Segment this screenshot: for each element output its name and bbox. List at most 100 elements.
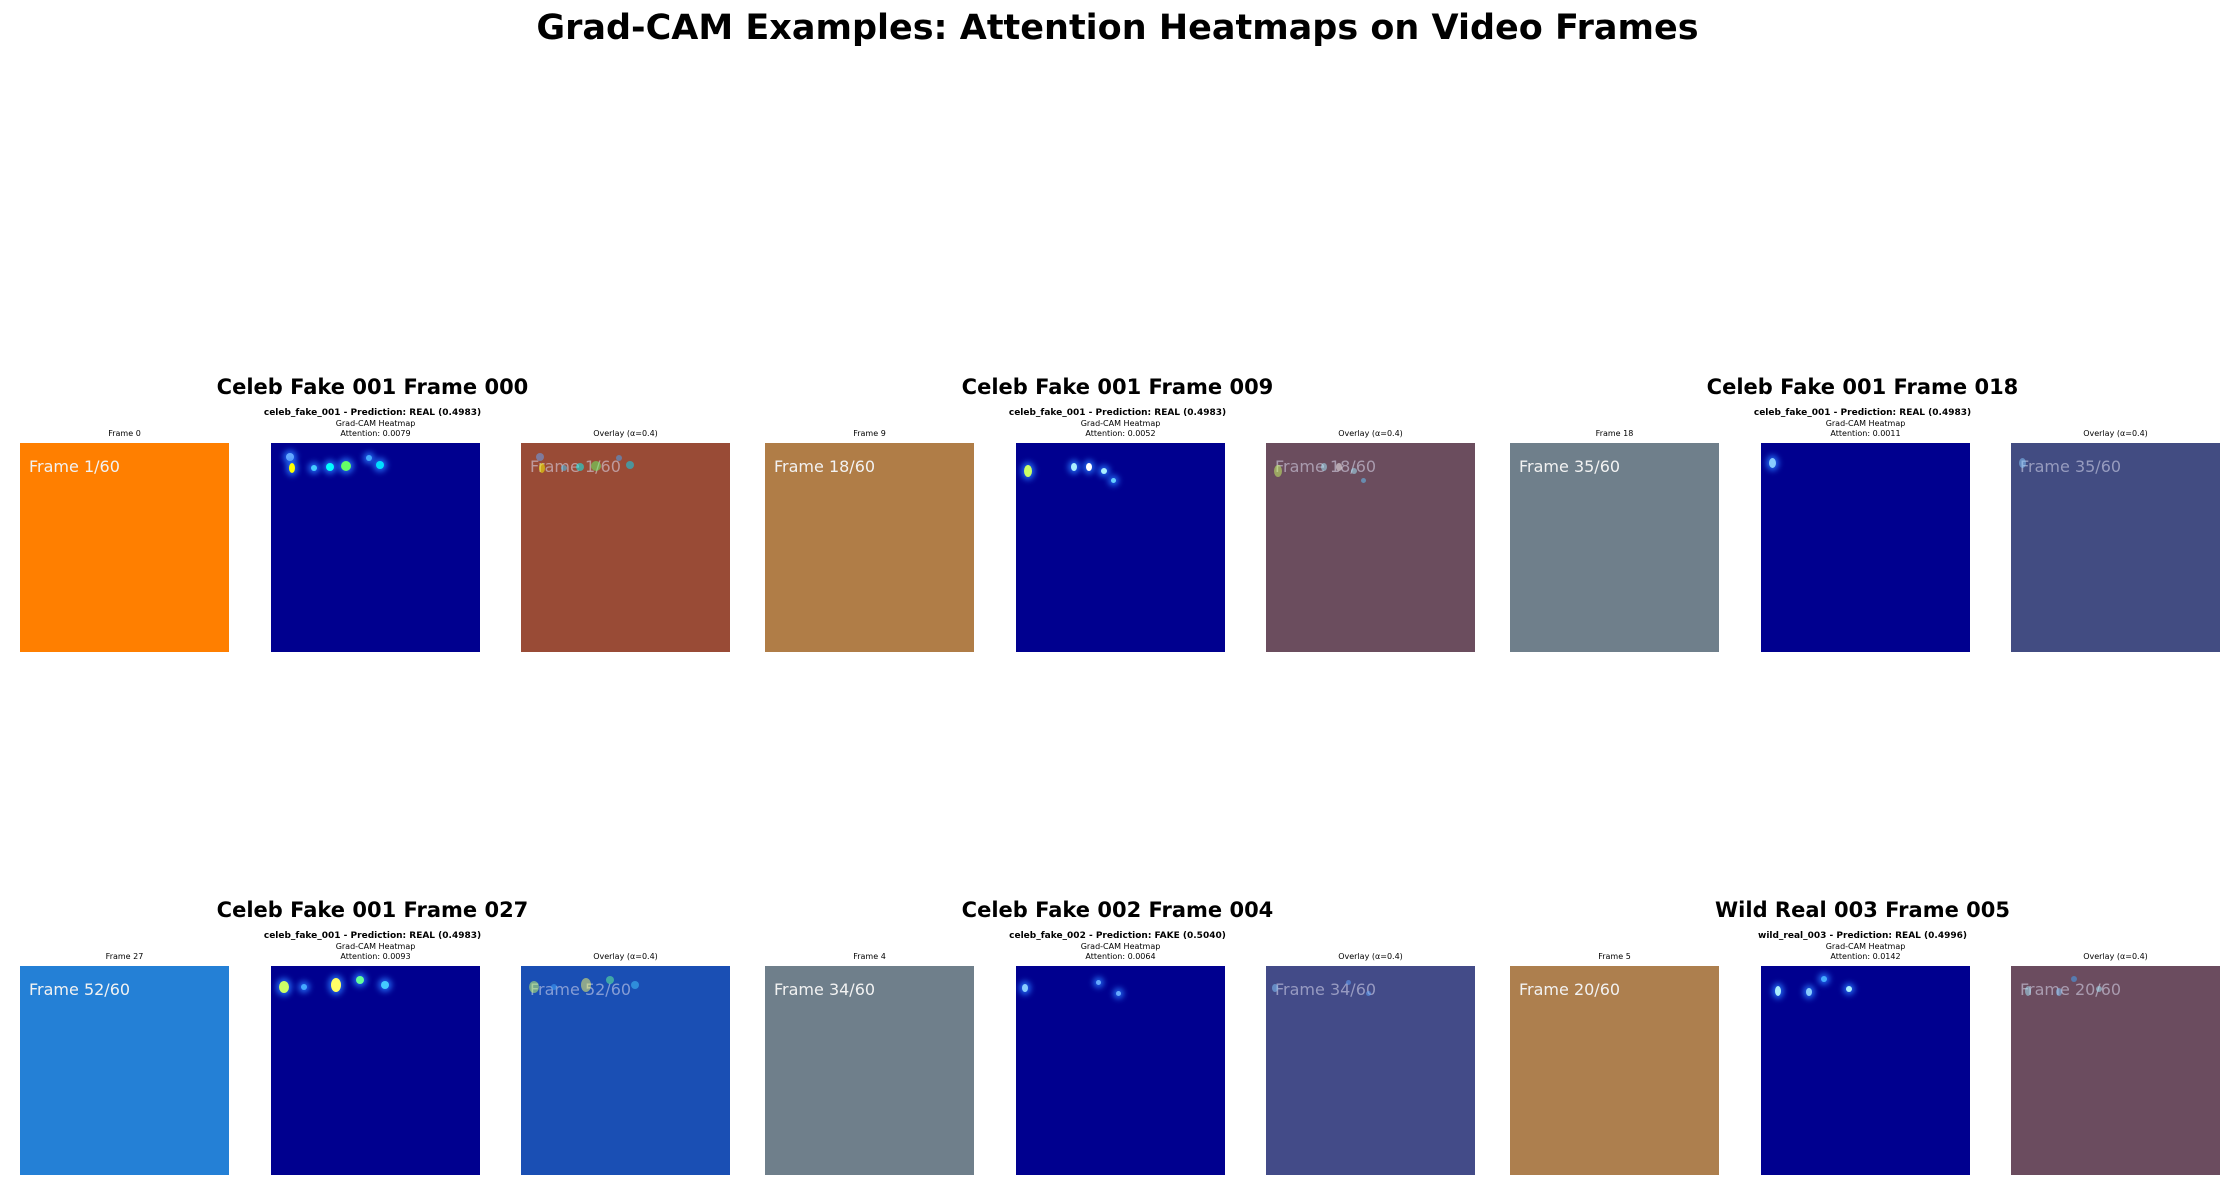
- overlay-label: Overlay (α=0.4): [593, 952, 658, 961]
- heat-spot: [381, 981, 389, 989]
- heat-spot: [331, 978, 341, 992]
- heat-spot: [1116, 991, 1121, 996]
- overlay-image: Frame 35/60: [2011, 443, 2220, 652]
- overlay-heat-spot: [2019, 458, 2026, 468]
- overlay-image: Frame 20/60: [2011, 966, 2220, 1175]
- frame-image: Frame 52/60: [20, 966, 229, 1175]
- heat-spot: [326, 463, 334, 471]
- prediction-label: wild_real_003 - Prediction: REAL (0.4996…: [1758, 931, 1967, 941]
- attention-value: Attention: 0.0142: [1830, 952, 1901, 961]
- overlay-heat-spot: [539, 463, 545, 473]
- overlay-frame-text: Frame 34/60: [1275, 980, 1377, 999]
- frame-label: Frame 9: [853, 429, 886, 438]
- heat-spot: [311, 465, 317, 471]
- overlay-label: Overlay (α=0.4): [2083, 952, 2148, 961]
- overlay-heat-spot: [631, 981, 639, 989]
- frame-image: Frame 1/60: [20, 443, 229, 652]
- overlay-heat-spot: [2056, 988, 2062, 996]
- panel-title: Celeb Fake 001 Frame 027: [216, 898, 529, 922]
- panel-title: Celeb Fake 001 Frame 000: [216, 375, 529, 399]
- gradcam-panel: Celeb Fake 002 Frame 004 celeb_fake_002 -…: [745, 898, 1490, 1175]
- prediction-label: celeb_fake_002 - Prediction: FAKE (0.504…: [1009, 931, 1226, 941]
- gradcam-panel: Celeb Fake 001 Frame 018 celeb_fake_001 -…: [1490, 375, 2235, 652]
- heat-spot: [341, 461, 351, 471]
- overlay-frame-text: Frame 20/60: [2020, 980, 2122, 999]
- heat-spot: [376, 461, 384, 469]
- panel-title: Celeb Fake 001 Frame 018: [1706, 375, 2019, 399]
- overlay-heat-spot: [1346, 980, 1351, 985]
- overlay-heat-spot: [1321, 463, 1327, 471]
- frame-counter-text: Frame 34/60: [774, 980, 876, 999]
- overlay-label: Overlay (α=0.4): [593, 429, 658, 438]
- panel-title: Celeb Fake 001 Frame 009: [961, 375, 1274, 399]
- heatmap-image: [1761, 966, 1970, 1175]
- frame-image: Frame 34/60: [765, 966, 974, 1175]
- heatmap-title: Grad-CAM Heatmap: [1825, 942, 1906, 951]
- prediction-label: celeb_fake_001 - Prediction: REAL (0.498…: [1008, 408, 1227, 418]
- attention-value: Attention: 0.0064: [1085, 952, 1156, 961]
- overlay-heat-spot: [1274, 465, 1282, 477]
- heatmap-image: [1016, 443, 1225, 652]
- frame-label: Frame 5: [1598, 952, 1631, 961]
- heatmap-title: Grad-CAM Heatmap: [1080, 419, 1161, 428]
- heatmap-title: Grad-CAM Heatmap: [1825, 419, 1906, 428]
- overlay-heat-spot: [551, 984, 557, 990]
- gradcam-panel: Wild Real 003 Frame 005 wild_real_003 - P…: [1490, 898, 2235, 1175]
- overlay-heat-spot: [576, 463, 584, 471]
- heat-spot: [1086, 463, 1092, 471]
- overlay-heat-spot: [581, 978, 591, 992]
- gradcam-panel: Celeb Fake 001 Frame 027 celeb_fake_001 -…: [0, 898, 745, 1175]
- frame-label: Frame 4: [853, 952, 886, 961]
- heatmap-label: Grad-CAM Heatmap Attention: 0.0142: [1761, 942, 1970, 962]
- overlay-heat-spot: [616, 455, 622, 461]
- heatmap-image: [1761, 443, 1970, 652]
- overlay-frame-text: Frame 35/60: [2020, 457, 2122, 476]
- heat-spot: [289, 463, 295, 473]
- overlay-heat-spot: [626, 461, 634, 469]
- heatmap-image: [271, 443, 480, 652]
- frame-label: Frame 0: [108, 429, 141, 438]
- heatmap-label: Grad-CAM Heatmap Attention: 0.0011: [1761, 419, 1970, 439]
- overlay-image: Frame 18/60: [1266, 443, 1475, 652]
- heatmap-label: Grad-CAM Heatmap Attention: 0.0093: [271, 942, 480, 962]
- heatmap-image: [271, 966, 480, 1175]
- figure-title: Grad-CAM Examples: Attention Heatmaps on…: [536, 8, 1699, 48]
- attention-value: Attention: 0.0052: [1085, 429, 1156, 438]
- panel-title: Celeb Fake 002 Frame 004: [961, 898, 1274, 922]
- panel-title: Wild Real 003 Frame 005: [1715, 898, 2010, 922]
- frame-counter-text: Frame 20/60: [1519, 980, 1621, 999]
- heatmap-title: Grad-CAM Heatmap: [1080, 942, 1161, 951]
- heatmap-label: Grad-CAM Heatmap Attention: 0.0064: [1016, 942, 1225, 962]
- heat-spot: [1111, 478, 1116, 483]
- overlay-label: Overlay (α=0.4): [1338, 952, 1403, 961]
- heat-spot: [279, 981, 289, 993]
- overlay-heat-spot: [1366, 991, 1371, 996]
- heat-spot: [1775, 986, 1781, 996]
- frame-counter-text: Frame 35/60: [1519, 457, 1621, 476]
- prediction-label: celeb_fake_001 - Prediction: REAL (0.498…: [1753, 408, 1972, 418]
- overlay-heat-spot: [2071, 976, 2077, 982]
- frame-image: Frame 18/60: [765, 443, 974, 652]
- overlay-heat-spot: [561, 465, 567, 471]
- frame-counter-text: Frame 1/60: [29, 457, 120, 476]
- overlay-label: Overlay (α=0.4): [2083, 429, 2148, 438]
- heat-spot: [1846, 986, 1852, 992]
- frame-label: Frame 18: [1595, 429, 1634, 438]
- overlay-heat-spot: [2025, 986, 2031, 996]
- prediction-label: celeb_fake_001 - Prediction: REAL (0.498…: [263, 931, 482, 941]
- heat-spot: [1071, 463, 1077, 471]
- heatmap-label: Grad-CAM Heatmap Attention: 0.0052: [1016, 419, 1225, 439]
- attention-value: Attention: 0.0079: [340, 429, 411, 438]
- heat-spot: [1024, 465, 1032, 477]
- heat-spot: [1821, 976, 1827, 982]
- heat-spot: [1806, 988, 1812, 996]
- overlay-heat-spot: [591, 461, 601, 471]
- gradcam-panel: Celeb Fake 001 Frame 000 celeb_fake_001 -…: [0, 375, 745, 652]
- overlay-image: Frame 52/60: [521, 966, 730, 1175]
- overlay-heat-spot: [2096, 986, 2102, 992]
- prediction-label: celeb_fake_001 - Prediction: REAL (0.498…: [263, 408, 482, 418]
- heatmap-image: [1016, 966, 1225, 1175]
- overlay-heat-spot: [536, 453, 544, 461]
- frame-counter-text: Frame 18/60: [774, 457, 876, 476]
- heatmap-title: Grad-CAM Heatmap: [335, 942, 416, 951]
